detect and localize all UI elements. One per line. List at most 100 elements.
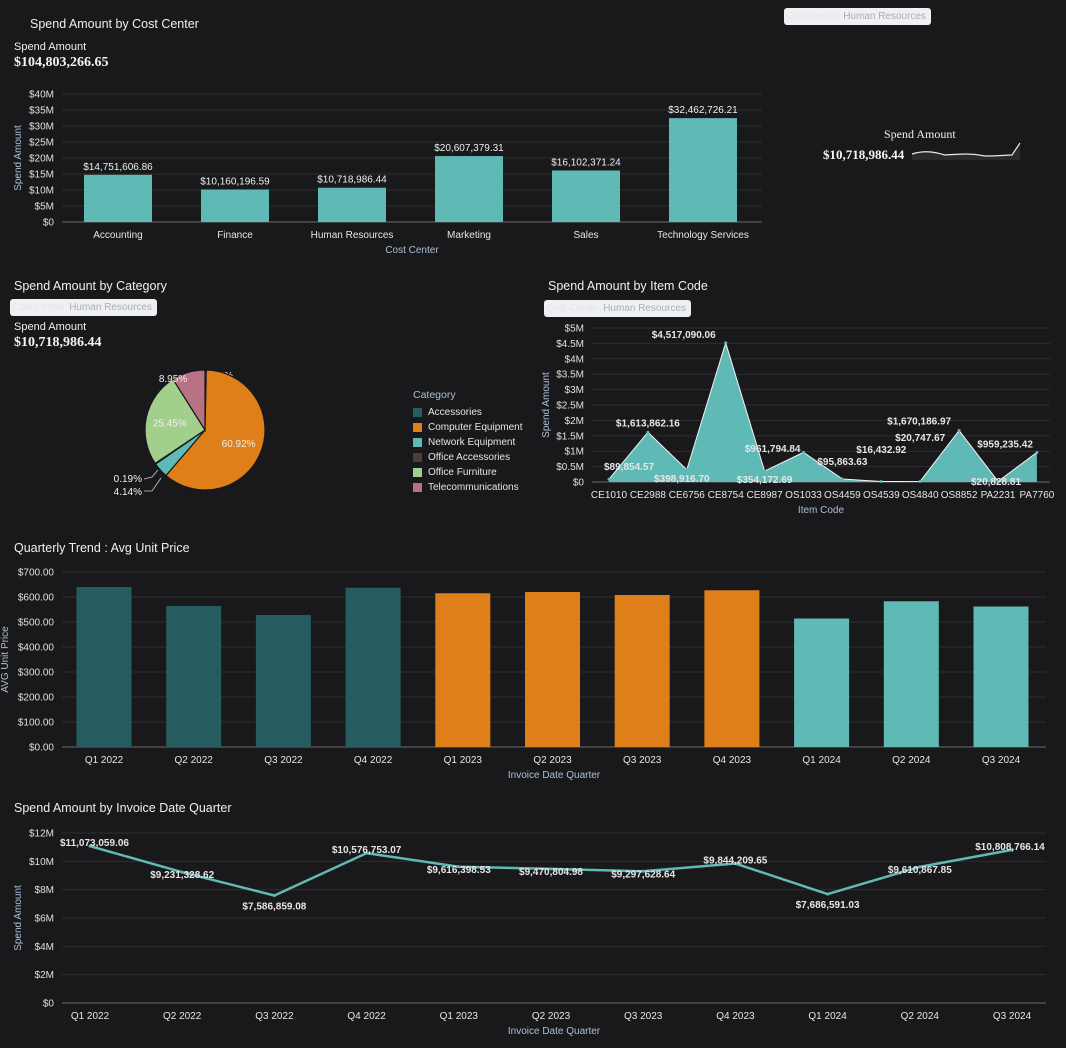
y-tick-label: $2.5M <box>556 401 584 412</box>
y-axis-label: AVG Unit Price <box>0 626 11 693</box>
x-tick-label: Q4 2022 <box>354 755 393 766</box>
y-tick-label: $40M <box>29 90 54 101</box>
area-data-label: $95,863.63 <box>817 457 867 468</box>
y-tick-label: $0 <box>43 999 55 1010</box>
y-tick-label: $0 <box>43 218 55 229</box>
legend-item[interactable]: Accessories <box>413 405 523 420</box>
item-code-chart-title: Spend Amount by Item Code <box>548 279 708 293</box>
line-data-label: $7,586,859.08 <box>242 902 306 913</box>
y-tick-label: $0 <box>573 478 585 489</box>
x-tick-label: Q1 2023 <box>440 1011 479 1022</box>
bar <box>883 601 939 747</box>
pie-data-label: 8.95% <box>159 374 187 385</box>
data-point <box>641 869 645 873</box>
bar <box>84 174 152 222</box>
y-tick-label: $1M <box>565 447 584 458</box>
data-point <box>1010 848 1014 852</box>
data-point <box>802 450 805 454</box>
bar <box>318 187 386 222</box>
y-tick-label: $1.5M <box>556 431 584 442</box>
legend-label: Computer Equipment <box>428 422 523 433</box>
data-point <box>840 477 844 481</box>
bar <box>525 592 580 747</box>
x-tick-label: Q2 2022 <box>175 755 214 766</box>
cost-center-kpi-label: Spend Amount <box>14 41 87 53</box>
x-tick-label: Q3 2024 <box>993 1011 1032 1022</box>
legend-item[interactable]: Network Equipment <box>413 435 523 450</box>
y-tick-label: $10M <box>29 186 54 197</box>
area-line <box>608 341 1038 483</box>
legend-swatch <box>413 438 422 447</box>
data-point <box>826 892 830 896</box>
filter-value: Human Resources <box>69 302 152 313</box>
area-data-label: $1,670,186.97 <box>887 417 951 428</box>
filter-key: Cost Center <box>785 11 840 22</box>
data-point <box>996 479 1000 483</box>
bar-data-label: $14,751,606.86 <box>83 162 153 173</box>
x-axis-label: Cost Center <box>385 245 439 256</box>
y-tick-label: $4M <box>565 354 584 365</box>
filter-pill-cost-center[interactable]: Cost Center Human Resources <box>784 8 931 25</box>
legend-label: Network Equipment <box>428 437 516 448</box>
bar <box>435 593 491 747</box>
data-point <box>724 341 728 345</box>
x-tick-label: CE1010 <box>591 490 628 501</box>
area-data-label: $20,828.81 <box>971 477 1021 488</box>
legend-item[interactable]: Computer Equipment <box>413 420 523 435</box>
x-tick-label: Q1 2023 <box>444 755 483 766</box>
bar <box>76 587 132 747</box>
legend-swatch <box>413 468 422 477</box>
legend-item[interactable]: Telecommunications <box>413 480 523 495</box>
y-tick-label: $4.5M <box>556 339 584 350</box>
pie-slice <box>165 369 266 491</box>
line-data-label: $9,470,804.98 <box>519 867 583 878</box>
filter-pill-category[interactable]: Cost Center Human Resources <box>10 299 157 316</box>
x-tick-label: Q2 2023 <box>533 755 572 766</box>
x-tick-label: Q2 2022 <box>163 1011 202 1022</box>
legend-items: Accessories Computer Equipment Network Equ… <box>413 405 523 495</box>
y-tick-label: $8M <box>35 885 54 896</box>
x-tick-label: Technology Services <box>657 230 749 241</box>
data-point <box>646 430 650 434</box>
bar-data-label: $32,462,726.21 <box>668 105 738 116</box>
bar <box>201 189 269 222</box>
x-axis-label: Invoice Date Quarter <box>508 770 601 781</box>
y-tick-label: $0.00 <box>29 743 54 754</box>
filter-pill-item-code[interactable]: Cost Center Human Resources <box>544 300 691 317</box>
y-tick-label: $35M <box>29 106 54 117</box>
y-tick-label: $5M <box>565 324 584 335</box>
line-data-label: $9,844,209.65 <box>703 856 767 867</box>
x-tick-label: Q3 2023 <box>624 1011 663 1022</box>
legend-item[interactable]: Office Furniture <box>413 465 523 480</box>
data-point <box>918 479 922 483</box>
pie-data-label: 4.14% <box>114 487 142 498</box>
y-tick-label: $20M <box>29 154 54 165</box>
x-tick-label: Q3 2022 <box>264 755 303 766</box>
line-data-label: $10,808,766.14 <box>975 842 1045 853</box>
y-tick-label: $0.5M <box>556 462 584 473</box>
x-axis-label: Invoice Date Quarter <box>508 1026 601 1037</box>
data-point <box>685 468 689 472</box>
x-tick-label: OS4539 <box>863 490 900 501</box>
y-tick-label: $100.00 <box>18 718 55 729</box>
legend-title: Category <box>413 389 456 401</box>
legend-label: Telecommunications <box>428 482 519 493</box>
legend-item[interactable]: Office Accessories <box>413 450 523 465</box>
data-point <box>733 862 737 866</box>
bar-data-label: $16,102,371.24 <box>551 157 621 168</box>
y-tick-label: $400.00 <box>18 643 55 654</box>
x-tick-label: OS4840 <box>902 490 939 501</box>
line-data-label: $11,073,059.06 <box>60 838 129 849</box>
filter-value: Human Resources <box>603 303 686 314</box>
y-tick-label: $6M <box>35 914 54 925</box>
pie-data-label: 0.19% <box>114 474 142 485</box>
y-axis-label: Spend Amount <box>13 125 24 191</box>
x-tick-label: Q4 2022 <box>347 1011 386 1022</box>
data-point <box>607 477 611 481</box>
bar <box>614 595 670 747</box>
y-tick-label: $10M <box>29 857 54 868</box>
